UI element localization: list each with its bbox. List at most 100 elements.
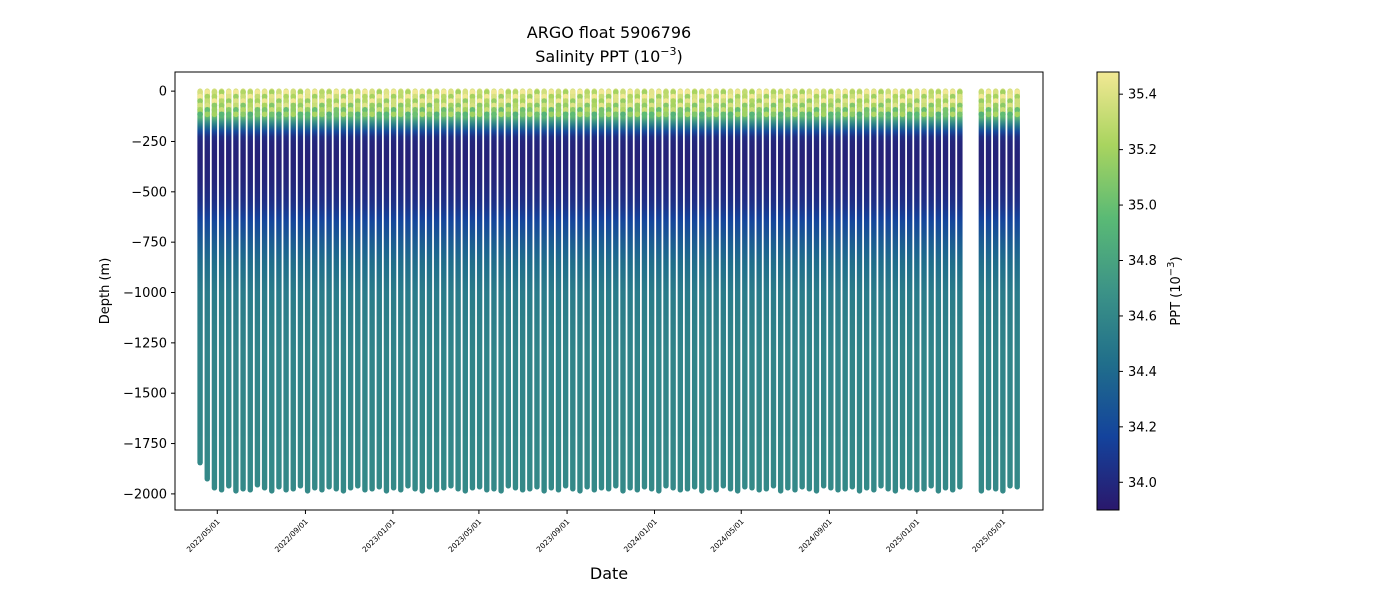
surface-point: [455, 93, 461, 100]
surface-point: [842, 102, 848, 109]
surface-point: [691, 93, 698, 100]
surface-point: [1007, 111, 1013, 118]
surface-point: [863, 111, 870, 118]
surface-point: [620, 102, 626, 109]
surface-point: [390, 98, 397, 104]
surface-point: [806, 102, 813, 109]
surface-point: [562, 102, 569, 109]
surface-point: [1014, 93, 1020, 100]
surface-point: [756, 102, 762, 109]
x-tick-label: 2025/05/01: [970, 517, 1007, 554]
surface-point: [383, 102, 390, 109]
surface-point: [742, 107, 748, 113]
surface-point: [620, 89, 626, 95]
surface-point: [268, 111, 275, 118]
surface-point: [763, 111, 770, 118]
surface-point: [670, 111, 676, 118]
surface-point: [863, 93, 870, 100]
surface-point: [440, 107, 447, 113]
surface-point: [491, 102, 497, 109]
surface-point: [828, 89, 834, 95]
surface-point: [276, 98, 282, 104]
surface-point: [756, 89, 762, 95]
surface-point: [534, 102, 540, 109]
x-tick-label: 2024/09/01: [797, 517, 834, 554]
surface-point: [742, 102, 748, 109]
surface-point: [706, 98, 712, 104]
colorbar-label-base: PPT (10: [1169, 276, 1184, 325]
surface-point: [240, 102, 246, 109]
surface-point: [448, 102, 454, 109]
surface-point: [526, 98, 533, 104]
surface-point: [548, 93, 555, 100]
surface-point: [856, 93, 863, 100]
x-tick-label: 2023/01/01: [360, 517, 397, 554]
surface-point: [347, 111, 354, 118]
surface-point: [584, 89, 590, 95]
surface-point: [319, 111, 325, 118]
surface-point: [706, 102, 712, 109]
surface-point: [304, 93, 311, 100]
surface-point: [641, 89, 648, 95]
surface-point: [670, 107, 676, 113]
x-tick-label: 2023/05/01: [446, 517, 483, 554]
surface-point: [283, 98, 289, 104]
y-tick-label: −1250: [123, 336, 167, 351]
surface-point: [290, 107, 297, 113]
surface-point: [476, 93, 483, 100]
surface-point: [605, 98, 612, 104]
surface-point: [899, 107, 906, 113]
surface-point: [448, 98, 454, 104]
surface-point: [820, 111, 827, 118]
surface-point: [534, 111, 540, 118]
surface-point: [863, 89, 870, 95]
surface-point: [835, 98, 841, 104]
surface-point: [849, 102, 856, 109]
colorbar-ticks: 34.0 34.2 34.4 34.6 34.8 35.0 35.2 35.4: [1119, 88, 1157, 491]
surface-point: [469, 93, 476, 100]
surface-point: [570, 98, 576, 104]
surface-point: [699, 111, 705, 118]
surface-point: [326, 111, 332, 118]
surface-point: [433, 102, 440, 109]
surface-point: [878, 107, 884, 113]
surface-point: [383, 98, 390, 104]
surface-point: [555, 93, 562, 100]
surface-point: [197, 93, 203, 100]
surface-point: [412, 98, 418, 104]
surface-point: [684, 111, 691, 118]
surface-point: [498, 111, 504, 118]
surface-point: [828, 102, 834, 109]
surface-point: [369, 89, 375, 95]
surface-point: [799, 102, 805, 109]
surface-point: [197, 102, 203, 109]
surface-point: [340, 107, 347, 113]
surface-point: [727, 93, 734, 100]
surface-point: [390, 89, 397, 95]
surface-point: [713, 102, 719, 109]
surface-point: [892, 93, 899, 100]
surface-point: [1007, 98, 1013, 104]
surface-point: [455, 102, 461, 109]
surface-point: [261, 93, 268, 100]
surface-point: [412, 89, 418, 95]
surface-point: [419, 93, 426, 100]
surface-point: [842, 107, 848, 113]
x-tick-label: 2024/05/01: [709, 517, 746, 554]
surface-point: [684, 89, 691, 95]
surface-point: [476, 111, 483, 118]
surface-point: [362, 93, 368, 100]
surface-point: [648, 89, 655, 95]
surface-point: [311, 107, 318, 113]
surface-point: [871, 102, 877, 109]
surface-point: [362, 107, 368, 113]
surface-point: [311, 93, 318, 100]
profile-marks: [197, 88, 1020, 494]
surface-point: [347, 107, 354, 113]
surface-point: [283, 102, 289, 109]
surface-point: [290, 89, 297, 95]
surface-point: [699, 102, 705, 109]
surface-point: [1000, 107, 1006, 113]
surface-point: [476, 102, 483, 109]
surface-point: [276, 93, 282, 100]
